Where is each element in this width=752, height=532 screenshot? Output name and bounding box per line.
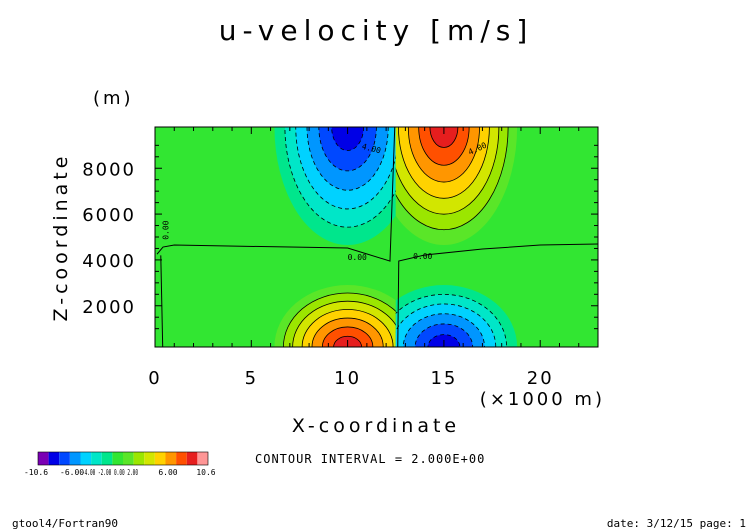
colorbar-swatch	[197, 452, 208, 465]
colorbar: -10.6 6.00 10.6 -6.00-4.00 -2.00 0.00 2.00	[24, 451, 216, 477]
y-tick-label: 6000	[82, 205, 136, 226]
footer-left: gtool4/Fortran90	[12, 517, 118, 530]
y-tick-label: 4000	[82, 251, 136, 272]
x-tick-label: 20	[527, 368, 554, 389]
plot-area	[155, 127, 598, 347]
colorbar-swatch	[165, 452, 177, 465]
contour-label: 0.00	[161, 220, 170, 239]
contour-line	[395, 127, 500, 215]
contour-label: 0.00	[348, 253, 367, 262]
contour-line	[418, 127, 470, 166]
colorbar-label: 6.00	[158, 468, 177, 477]
colorbar-swatch	[144, 452, 155, 465]
field-lobe	[395, 285, 518, 347]
contour-line	[407, 127, 480, 183]
colorbar-swatch	[38, 452, 49, 465]
contour-band	[429, 127, 458, 148]
contour-line	[318, 127, 377, 172]
contour-line	[292, 300, 396, 347]
colorbar-label: -6.00	[60, 468, 84, 477]
colorbar-swatch	[101, 452, 113, 465]
contour-line	[398, 127, 490, 199]
colorbar-swatch	[59, 452, 70, 465]
contour-line	[321, 326, 374, 347]
footer-right: date: 3/12/15 page: 1	[607, 517, 746, 530]
colorbar-swatch	[69, 452, 81, 465]
colorbar-swatch	[91, 452, 102, 465]
colorbar-swatch	[48, 452, 60, 465]
contour-interval-text: CONTOUR INTERVAL = 2.000E+00	[255, 452, 485, 466]
x-tick-label: 10	[334, 368, 361, 389]
y-unit-label: (m)	[93, 88, 134, 109]
x-axis-label: X-coordinate	[292, 415, 460, 437]
colorbar-swatch	[112, 452, 123, 465]
colorbar-swatch	[123, 452, 134, 465]
x-tick-label: 5	[245, 368, 258, 389]
contour-line	[284, 127, 396, 228]
y-tick-label: 8000	[82, 159, 136, 180]
contour-label: 0.00	[413, 252, 432, 261]
x-tick-label: 0	[148, 368, 161, 389]
colorbar-label: 10.6	[196, 468, 215, 477]
colorbar-overlap-label: -4.00 -2.00 0.00 2.00	[82, 468, 138, 477]
y-tick-label: 2000	[82, 297, 136, 318]
contour-line	[429, 127, 459, 148]
colorbar-swatch	[154, 452, 166, 465]
chart-title: u-velocity [m/s]	[219, 14, 534, 47]
zero-contour-line	[156, 127, 396, 262]
colorbar-label: -10.6	[24, 468, 48, 477]
colorbar-swatch	[80, 452, 92, 465]
zero-contour-line	[160, 255, 164, 347]
zero-contour-line	[397, 243, 598, 347]
colorbar-swatch	[133, 452, 145, 465]
contour-line	[427, 334, 461, 347]
colorbar-swatch	[186, 452, 198, 465]
x-unit-label: (×1000 m)	[480, 389, 605, 410]
contour-band	[331, 127, 364, 151]
x-tick-label: 15	[430, 368, 457, 389]
colorbar-swatch	[176, 452, 187, 465]
y-axis-label: Z-coordinate	[50, 153, 72, 322]
contour-line	[395, 127, 509, 231]
contour-line	[295, 127, 396, 210]
field-lobe	[274, 285, 396, 347]
colorbar-frame	[37, 451, 209, 466]
